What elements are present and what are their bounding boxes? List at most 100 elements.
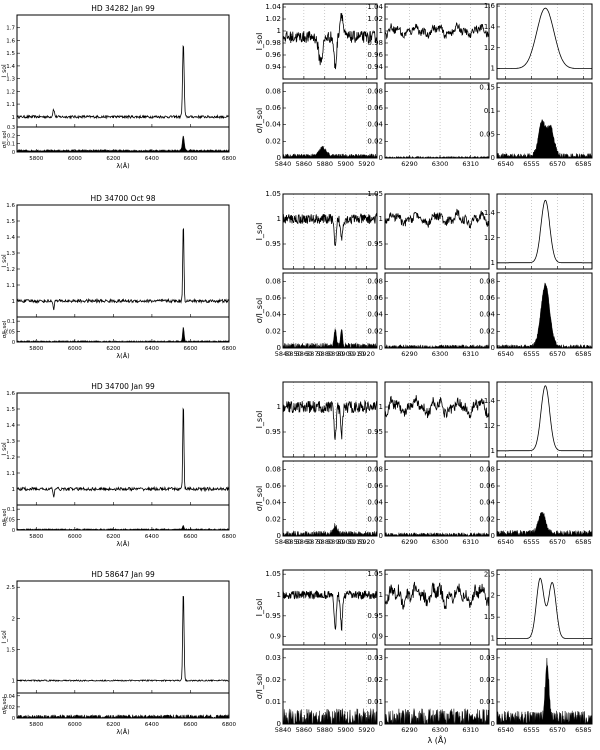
spectrum-line xyxy=(497,7,592,69)
x-tick-label: 6300 xyxy=(432,538,449,546)
y-tick-label: 0.01 xyxy=(265,698,281,706)
y-tick-label: 0.06 xyxy=(367,104,383,112)
spectrum-line xyxy=(282,212,378,246)
x-tick-label: 6600 xyxy=(183,534,197,540)
y-tick-label: 0.02 xyxy=(479,327,495,335)
panel-frame xyxy=(496,82,593,159)
y-tick-label: 1.4 xyxy=(6,64,15,70)
star-row-4: HD 58647 Jan 99 1 1.5 2 2.5 0 0.02 0.04 5800 6000… xyxy=(1,569,593,745)
x-tick-label: 6000 xyxy=(68,346,82,352)
y-tick-label: 1.1 xyxy=(6,102,15,108)
star-row-1: HD 34282 Jan 9911.11.21.31.41.51.61.700.… xyxy=(1,2,593,170)
y-tick-label: 1.5 xyxy=(6,407,15,413)
y-tick-label: 1.4 xyxy=(6,423,15,429)
sigma-area xyxy=(282,328,378,349)
x-tick-label: 6300 xyxy=(432,160,449,168)
y-tick-label: 2 xyxy=(12,616,16,622)
sigma-area xyxy=(496,282,593,349)
y-tick-label: 1.05 xyxy=(367,570,383,578)
x-tick-label: 5910 xyxy=(348,538,365,546)
y-tick-label: 0 xyxy=(379,344,383,352)
y-axis-label: I_sol xyxy=(255,33,264,51)
y-tick-label: 0.04 xyxy=(265,121,281,129)
y-tick-label: 0.98 xyxy=(367,39,383,47)
y-tick-label: 0.08 xyxy=(265,465,281,473)
x-tick-label: 6540 xyxy=(497,538,514,546)
sigma-area xyxy=(16,326,230,343)
y-tick-label: 0.02 xyxy=(4,705,15,711)
panel-frame xyxy=(384,648,490,725)
zoom-panel-2: 0.95 1 1.05 0 0.02 0.04 0.06 0.08 6290 6300 6310 xyxy=(367,190,490,358)
y-tick-label: 0 xyxy=(277,532,281,540)
y-tick-label: 1.5 xyxy=(484,613,495,621)
y-tick-label: 1 xyxy=(12,679,16,685)
row-title: HD 34282 Jan 99 xyxy=(91,4,155,13)
zoom-panel-2: 0.9 0.95 1 1.05 0 0.01 0.02 0.03 6290 6300 6310 xyxy=(367,569,490,734)
y-tick-label: 1.04 xyxy=(265,3,281,11)
y-tick-label: 0.03 xyxy=(265,654,281,662)
y-tick-label: 0.08 xyxy=(479,465,495,473)
y-tick-label: 0.01 xyxy=(367,698,383,706)
y-axis-label: I_sol xyxy=(255,223,264,241)
zoom-panel-2: 0.94 0.96 0.98 1 1.02 1.04 0 0.02 0.04 0.06 0.08 62… xyxy=(367,3,490,168)
x-tick-label: 5800 xyxy=(29,156,43,162)
spectrum-line xyxy=(16,44,230,120)
y-tick-label: 0.02 xyxy=(367,676,383,684)
x-tick-label: 6585 xyxy=(575,726,592,734)
y-tick-label: 0.95 xyxy=(367,428,383,436)
y-tick-label: 1 xyxy=(491,65,495,73)
x-tick-label: 5900 xyxy=(337,726,354,734)
sigma-area xyxy=(384,708,490,725)
y-tick-label: 1.2 xyxy=(484,234,495,242)
x-tick-label: 5900 xyxy=(337,350,354,358)
panel-frame xyxy=(282,460,378,537)
spectrum-line xyxy=(497,199,592,264)
zoom-panel-2: 0.95 1 0 0.02 0.04 0.06 0.08 6290 6300 6310 xyxy=(367,381,490,546)
x-tick-label: 6800 xyxy=(222,722,236,728)
x-tick-label: 6540 xyxy=(497,160,514,168)
y-tick-label: 1 xyxy=(379,27,383,35)
spectrum-line xyxy=(16,596,229,683)
y-axis-label: I_sol xyxy=(1,442,8,456)
y-tick-label: 0.02 xyxy=(265,327,281,335)
x-tick-label: 6555 xyxy=(523,538,540,546)
y-axis-label: I_sol xyxy=(1,630,8,644)
y-tick-label: 0.04 xyxy=(265,499,281,507)
x-tick-label: 6570 xyxy=(549,726,566,734)
x-tick-label: 5860 xyxy=(296,538,313,546)
panel-frame xyxy=(282,569,378,646)
y-tick-label: 0.04 xyxy=(479,311,495,319)
y-tick-label: 1.2 xyxy=(484,44,495,52)
y-tick-label: 0.96 xyxy=(265,51,281,59)
spectrum-line xyxy=(384,395,490,419)
y-tick-label: 0.08 xyxy=(479,277,495,285)
y-tick-label: 1 xyxy=(379,215,383,223)
y-tick-label: 0.03 xyxy=(479,654,495,662)
y-axis-label: I_sol xyxy=(255,599,264,617)
y-tick-label: 0.9 xyxy=(270,633,281,641)
y-tick-label: 0.95 xyxy=(265,240,281,248)
y-tick-label: 1.5 xyxy=(6,51,15,57)
x-tick-label: 5890 xyxy=(327,538,344,546)
x-tick-label: 6200 xyxy=(106,156,120,162)
y-tick-label: 0.08 xyxy=(367,87,383,95)
y-axis-label: σ/I_sol xyxy=(2,130,8,148)
y-tick-label: 0.05 xyxy=(4,330,15,336)
zoom-panel-3: 1 1.2 1.4 0 0.02 0.04 0.06 0.08 6540 6555 6570 6585 xyxy=(479,193,593,358)
y-tick-label: 0.08 xyxy=(265,87,281,95)
y-tick-label: 1.05 xyxy=(265,570,281,578)
sigma-area xyxy=(496,511,593,537)
y-axis-label: I_sol xyxy=(255,411,264,429)
x-tick-label: 5840 xyxy=(275,160,292,168)
y-tick-label: 0.04 xyxy=(265,311,281,319)
y-tick-label: 0.9 xyxy=(372,633,383,641)
sigma-area xyxy=(282,523,378,537)
x-tick-label: 6800 xyxy=(222,156,236,162)
y-tick-label: 0 xyxy=(12,528,15,534)
panel-frame xyxy=(282,82,378,159)
y-tick-label: 0 xyxy=(12,150,15,156)
panel-frame xyxy=(384,381,490,458)
y-axis-label: σ/I_sol xyxy=(2,696,8,714)
x-tick-label: 5800 xyxy=(29,346,43,352)
x-tick-label: 5880 xyxy=(317,538,334,546)
